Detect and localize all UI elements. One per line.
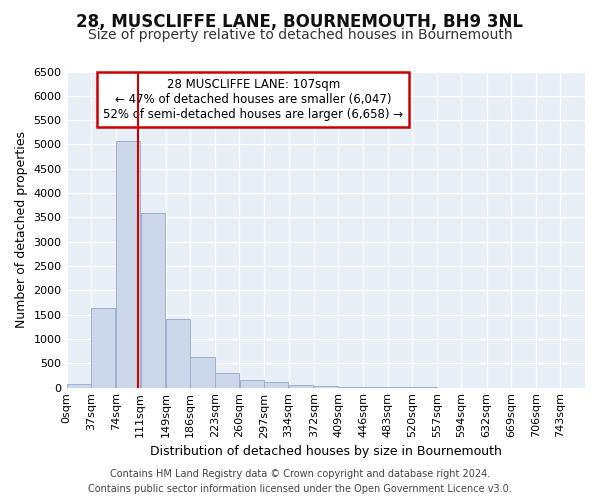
Y-axis label: Number of detached properties: Number of detached properties [15, 131, 28, 328]
Bar [289, 385, 313, 388]
Bar [264, 382, 288, 388]
Bar [190, 358, 215, 388]
Bar [116, 140, 140, 388]
Text: 28, MUSCLIFFE LANE, BOURNEMOUTH, BH9 3NL: 28, MUSCLIFFE LANE, BOURNEMOUTH, BH9 3NL [77, 12, 523, 30]
Text: 28 MUSCLIFFE LANE: 107sqm
← 47% of detached houses are smaller (6,047)
52% of se: 28 MUSCLIFFE LANE: 107sqm ← 47% of detac… [103, 78, 403, 121]
Text: Contains HM Land Registry data © Crown copyright and database right 2024.
Contai: Contains HM Land Registry data © Crown c… [88, 468, 512, 493]
Text: Size of property relative to detached houses in Bournemouth: Size of property relative to detached ho… [88, 28, 512, 42]
Bar [166, 318, 190, 388]
X-axis label: Distribution of detached houses by size in Bournemouth: Distribution of detached houses by size … [150, 444, 502, 458]
Bar [67, 384, 91, 388]
Bar [91, 308, 115, 388]
Bar [140, 214, 164, 388]
Bar [239, 380, 263, 388]
Bar [314, 386, 338, 388]
Bar [215, 373, 239, 388]
Bar [338, 387, 363, 388]
